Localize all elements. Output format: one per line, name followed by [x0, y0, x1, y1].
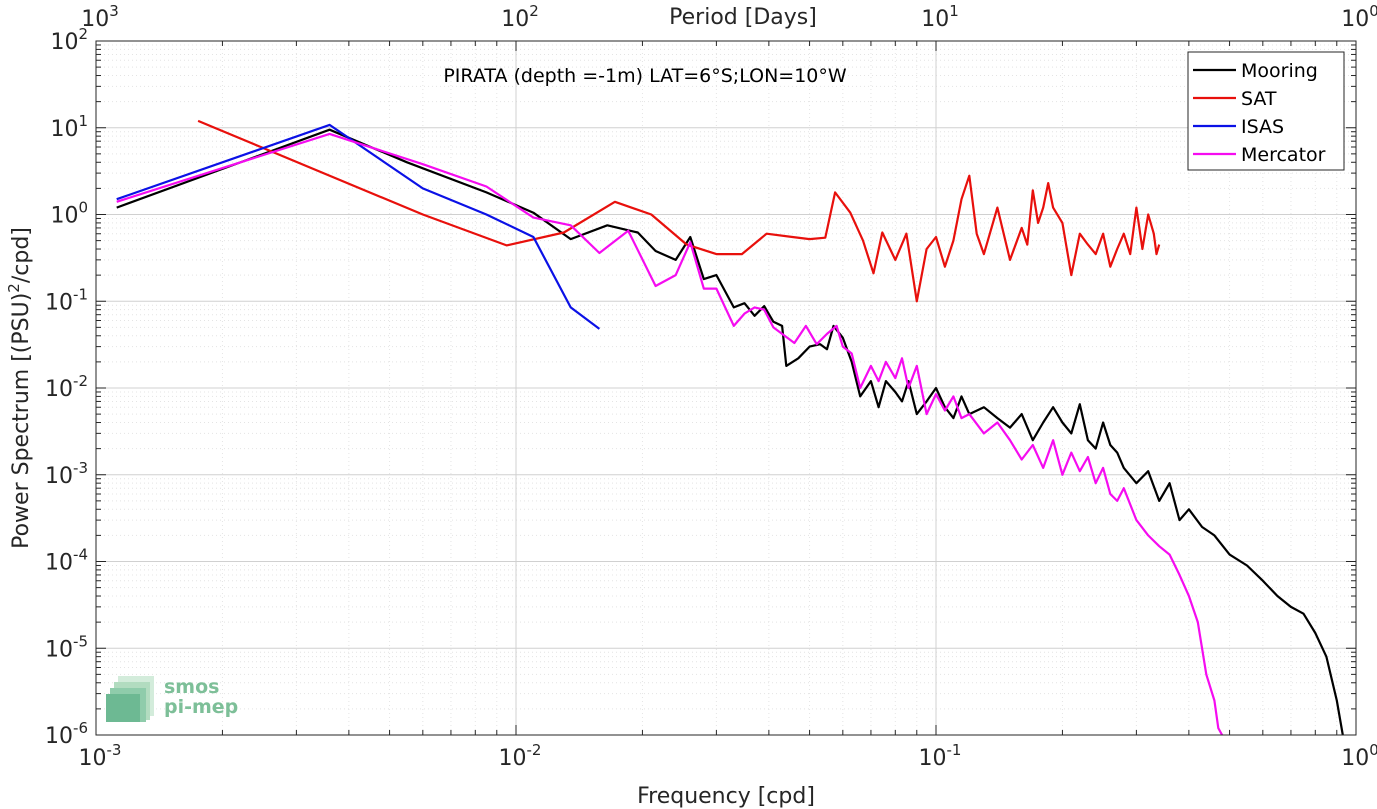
- y-axis-label-base: Power Spectrum [(PSU): [9, 293, 34, 549]
- chart-title: PIRATA (depth =-1m) LAT=6°S;LON=10°W: [443, 65, 847, 87]
- logo-text-smos: smos: [164, 676, 219, 698]
- y-tick-label: 101: [50, 112, 88, 142]
- smos-pi-mep-logo: smos pi-mep: [106, 676, 238, 722]
- top-tick-label: 102: [501, 2, 539, 32]
- logo-layer-1: [106, 694, 140, 722]
- y-tick-label: 10-4: [45, 546, 88, 576]
- x-tick-label: 10-3: [79, 741, 122, 771]
- series-line-isas: [116, 123, 601, 330]
- top-tick-label: 101: [921, 2, 959, 32]
- top-tick-label: 100: [1341, 2, 1377, 32]
- x-tick-label: 10-1: [919, 741, 962, 771]
- tick-marks: [95, 40, 1357, 736]
- y-tick-label: 10-1: [45, 285, 88, 315]
- y-tick-label: 10-5: [45, 632, 88, 662]
- series-line-mooring: [116, 128, 1344, 736]
- y-axis-label: Power Spectrum [(PSU)2/cpd]: [5, 227, 34, 549]
- series-line-mercator: [116, 132, 1224, 736]
- legend-label-isas: ISAS: [1241, 116, 1284, 138]
- y-tick-label: 10-6: [45, 719, 88, 749]
- x-tick-label: 100: [1341, 741, 1377, 771]
- y-tick-label: 10-3: [45, 459, 88, 489]
- top-tick-label: 103: [81, 2, 119, 32]
- y-tick-label: 102: [50, 25, 88, 55]
- x-tick-label: 10-2: [499, 741, 542, 771]
- legend-label-mooring: Mooring: [1241, 60, 1318, 82]
- legend-box: [1187, 51, 1345, 171]
- y-tick-label: 10-2: [45, 372, 88, 402]
- legend: Mooring SAT ISAS Mercator: [1187, 51, 1345, 171]
- legend-label-mercator: Mercator: [1241, 144, 1326, 166]
- top-axis-label: Period [Days]: [669, 5, 817, 30]
- y-tick-label: 100: [50, 199, 88, 229]
- x-axis-label: Frequency [cpd]: [637, 784, 815, 809]
- logo-text-pimep: pi-mep: [164, 696, 238, 718]
- y-axis-label-tail: /cpd]: [9, 227, 34, 283]
- series-layer: [116, 119, 1344, 736]
- legend-label-sat: SAT: [1241, 88, 1277, 110]
- series-line-sat: [197, 119, 1161, 303]
- logo-icon: [106, 676, 154, 722]
- y-axis-label-sup: 2: [5, 283, 23, 293]
